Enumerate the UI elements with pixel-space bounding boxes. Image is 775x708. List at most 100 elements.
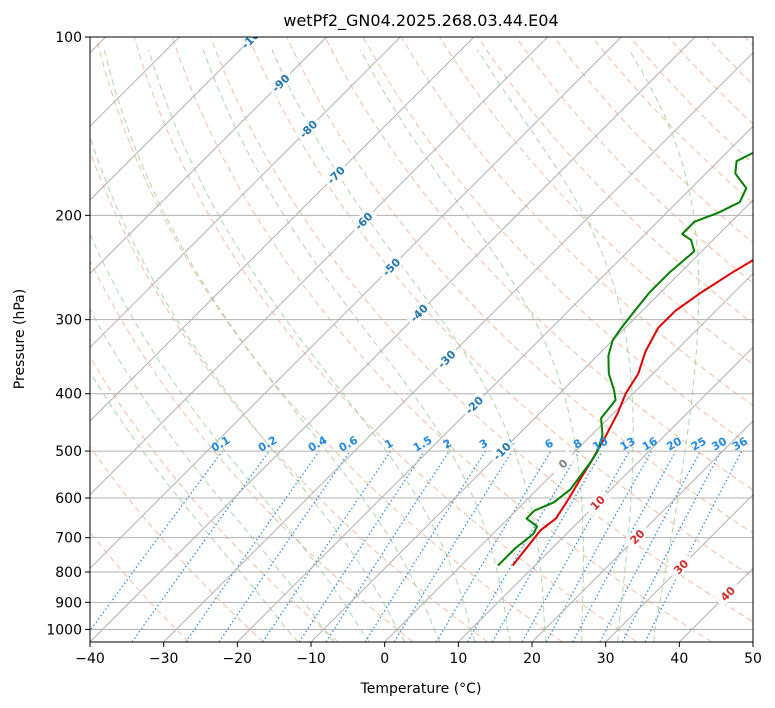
isotherm-line [457,346,753,642]
moist-adiabat-line [476,49,634,642]
dry-adiabat-line [90,356,339,642]
isotherm-label-bg [487,436,516,465]
moist-adiabat-line [90,308,335,642]
y-tick-label: 400 [55,387,82,403]
isotherm-label-bg [583,488,611,517]
sounding-series-line [511,259,753,567]
dry-adiabat-line [171,37,712,642]
x-axis: −40 −30 −20 −10 0 10 20 30 40 50 [75,642,762,667]
isotherm-line [310,199,753,642]
moist-adiabat-line [90,232,371,642]
y-tick-label: 100 [55,30,82,46]
isotherm-label-bg [238,37,267,51]
dry-adiabat-line [286,37,753,534]
dry-adiabat-line [515,37,753,284]
mixing-ratio-line [131,450,270,642]
isotherm-line [90,37,696,642]
mixing-ratio-line [545,450,653,642]
isotherm-label-bg [623,522,651,551]
moist-adiabat-line [271,49,547,642]
y-tick-label: 200 [55,208,82,224]
dry-adiabat-line [210,37,753,623]
moist-adiabats [90,49,700,642]
y-tick-label: 500 [55,444,82,460]
x-tick-label: 30 [597,651,615,667]
dry-adiabat-line [706,37,753,86]
mixing-ratio-line [325,450,450,642]
moist-adiabat-line [90,135,406,642]
x-axis-title: Temperature (°C) [360,681,482,697]
dry-adiabat-line [744,37,753,47]
dry-adiabat-line [553,37,753,244]
isotherm-label-bg [432,344,461,373]
x-tick-label: −20 [223,651,253,667]
dry-adiabat-line [248,37,753,578]
isotherm-label-bg [349,206,378,235]
dry-adiabat-line [90,150,488,642]
mixing-ratio-line [644,450,743,642]
isotherm-line [90,37,328,275]
x-tick-label: 50 [744,651,762,667]
isotherm-line [605,493,753,642]
dry-adiabat-line [324,37,753,491]
isotherm-line [384,272,753,642]
mixing-ratio-line [599,450,702,642]
mixing-ratio-label: 3 [477,437,490,452]
y-tick-label: 900 [55,595,82,611]
mixing-ratio-line [435,450,552,642]
isotherms [90,37,753,642]
y-axis-title: Pressure (hPa) [12,289,28,389]
mixing-ratio-line [218,450,351,642]
isotherm-label-bg [321,160,350,189]
dry-adiabat-line [668,37,753,125]
isotherm-line [678,567,753,642]
isobars [90,37,753,630]
x-tick-label: 0 [380,651,389,667]
x-tick-label: −10 [296,651,326,667]
isotherm-label-bg [713,579,742,608]
moist-adiabat-line [103,49,441,642]
x-tick-label: −30 [149,651,179,667]
mixing-ratio-line [298,450,425,642]
isotherm-label-bg [377,252,405,281]
x-tick-label: 20 [523,651,541,667]
isotherm-line [90,37,622,570]
moist-adiabat-line [359,49,584,642]
isotherm-label-bg [294,114,322,143]
isotherm-line [752,641,753,642]
y-tick-label: 800 [55,565,82,581]
y-tick-label: 700 [55,531,82,547]
isotherm-line [90,37,401,349]
isotherm-label-bg [548,449,577,478]
isotherm-label-bg [666,552,695,581]
mixing-ratio-lines [90,450,743,642]
y-axis: 100 200 300 400 500 600 700 800 900 1000 [46,30,90,638]
mixing-ratio-line [572,450,677,642]
isotherm-line [531,420,753,642]
isotherm-line [90,37,549,496]
dry-adiabat-line [90,531,190,642]
isopleth-labels: 0.10.20.40.611.52346810131620253036-100-… [209,37,750,608]
moist-adiabat-line [90,370,299,642]
mixing-ratio-label: 6 [543,436,556,451]
isotherm-line [163,51,753,642]
isotherm-line [236,125,753,642]
mixing-ratio-line [393,450,513,642]
mixing-ratio-line [90,450,223,632]
isotherm-line [90,37,475,422]
dry-adiabat-line [95,37,563,642]
mixing-ratio-line [364,450,486,642]
plot-area: 0.10.20.40.611.52346810131620253036-100-… [90,37,753,642]
dry-adiabat-line [90,445,264,642]
isotherm-line [90,37,254,201]
chart-title: wetPf2_GN04.2025.268.03.44.E04 [283,11,558,31]
dry-adiabat-line [591,37,753,204]
moist-adiabat-line [148,49,476,642]
mixing-ratio-line [262,450,392,642]
mixing-ratio-label: 2 [441,437,454,452]
isotherm-label-bg [404,298,433,327]
y-tick-label: 600 [55,491,82,507]
isotherm-label-bg [266,68,295,97]
y-tick-label: 300 [55,313,82,329]
